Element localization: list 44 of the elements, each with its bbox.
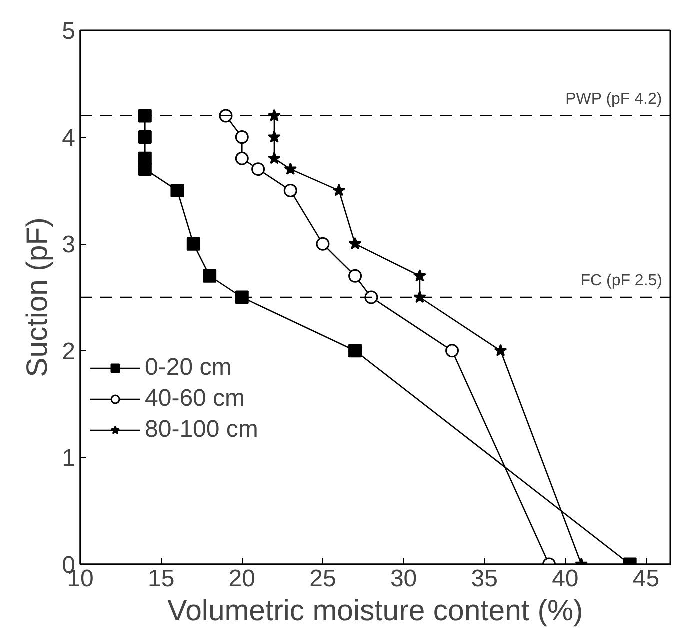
ref-line-label: PWP (pF 4.2) [566, 90, 662, 108]
x-tick-label: 45 [632, 566, 660, 592]
point [138, 130, 152, 144]
point [203, 269, 217, 283]
point [170, 184, 184, 198]
x-tick-label: 40 [552, 566, 579, 592]
y-axis-title: Suction (pF) [21, 218, 54, 378]
point [316, 237, 330, 251]
point [138, 109, 152, 123]
point [268, 152, 281, 164]
y-tick-label: 5 [62, 18, 76, 45]
point [348, 344, 362, 358]
point [413, 290, 426, 304]
point [235, 130, 249, 144]
point [235, 152, 249, 166]
point [186, 237, 200, 251]
x-tick-label: 25 [310, 566, 336, 592]
x-tick-label: 15 [148, 566, 175, 592]
point [332, 184, 346, 196]
point [268, 109, 281, 122]
point [284, 184, 298, 198]
legend-label: 40-60 cm [145, 385, 246, 413]
x-axis-title: Volumetric moisture content (%) [168, 594, 584, 628]
y-tick-label: 4 [62, 124, 76, 152]
x-tick-label: 35 [471, 566, 498, 592]
y-tick-label: 1 [62, 445, 76, 472]
point [268, 130, 281, 143]
point [348, 269, 362, 283]
point [494, 344, 508, 357]
x-tick-label: 30 [390, 566, 418, 592]
point [235, 290, 249, 304]
x-tick-label: 20 [228, 566, 256, 592]
legend-label: 80-100 cm [145, 416, 258, 444]
legend-label: 0-20 cm [145, 354, 232, 382]
y-tick-label: 3 [62, 232, 76, 259]
point [348, 237, 362, 250]
point [284, 162, 298, 175]
point [446, 344, 460, 358]
point [252, 162, 266, 176]
ref-line-label: FC (pF 2.5) [580, 272, 663, 290]
point [138, 162, 152, 176]
y-tick-label: 2 [62, 338, 76, 366]
point [413, 269, 426, 282]
point [364, 290, 378, 304]
